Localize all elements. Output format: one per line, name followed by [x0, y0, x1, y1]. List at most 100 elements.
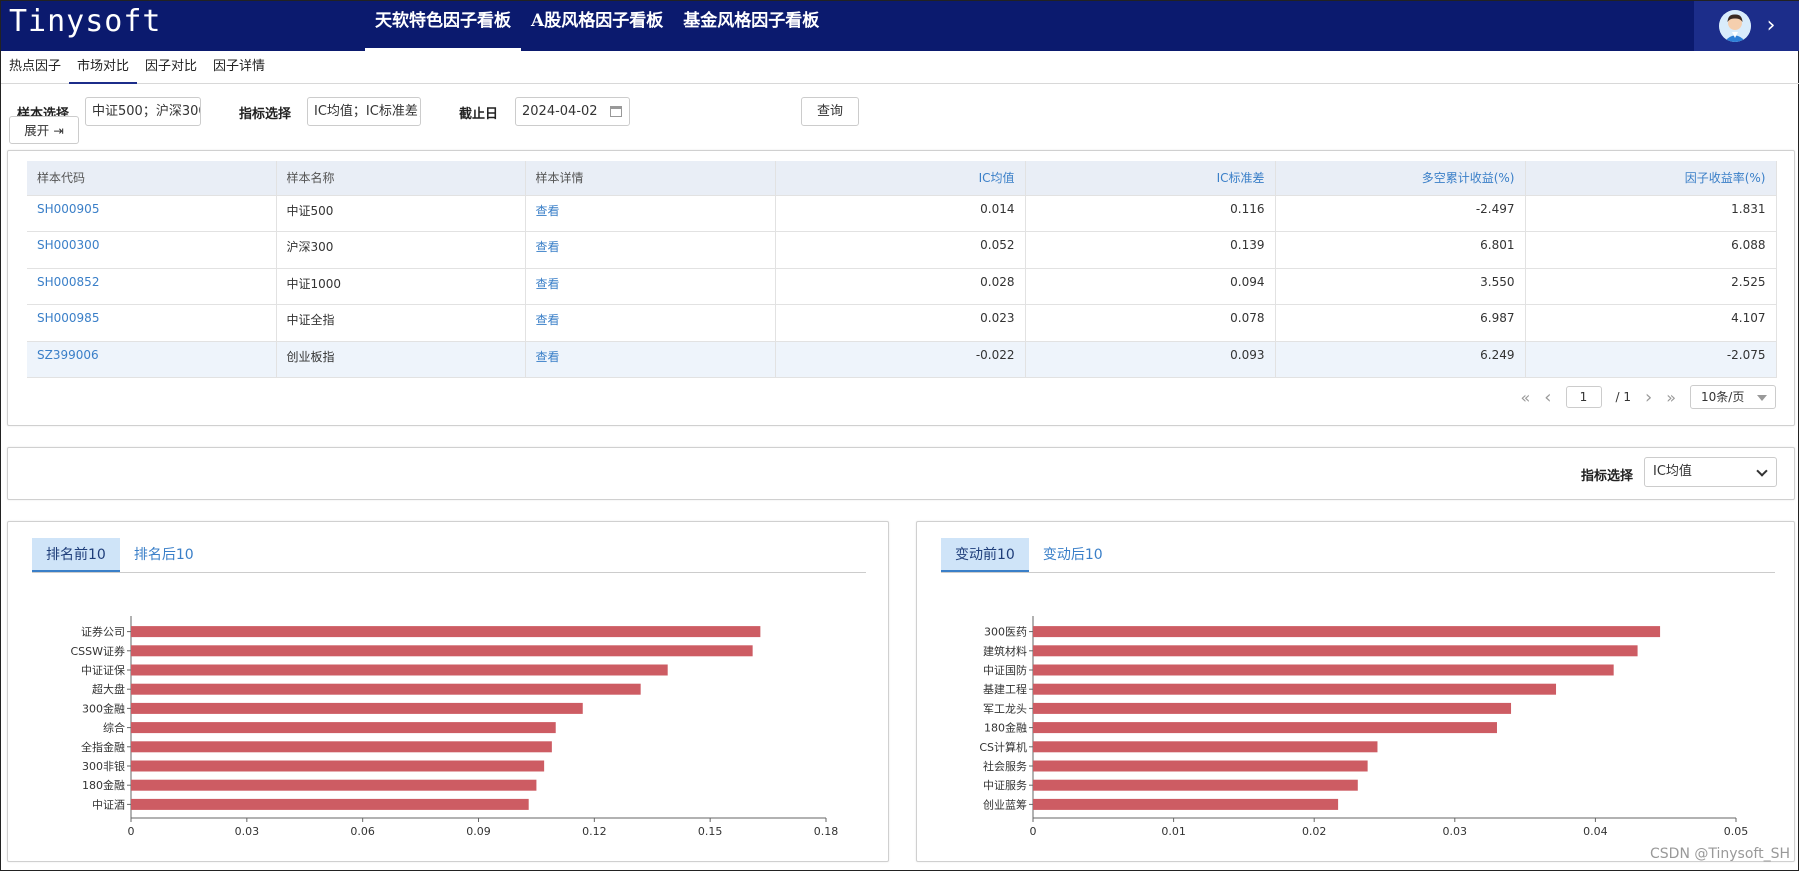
- bar: [1033, 626, 1661, 638]
- x-tick-label: 0.05: [1724, 825, 1749, 838]
- page-number-input[interactable]: 1: [1565, 386, 1602, 408]
- y-tick-label: 中证服务: [983, 779, 1027, 792]
- x-tick-label: 0: [128, 825, 135, 838]
- user-avatar-icon: [1718, 10, 1751, 42]
- x-tick-label: 0.03: [235, 825, 260, 838]
- bar: [1033, 798, 1339, 810]
- y-tick-label: 180金融: [984, 721, 1027, 735]
- bar: [131, 626, 761, 638]
- bar: [131, 664, 668, 676]
- long-short-cell: 6.987: [1275, 304, 1526, 342]
- sample-name: 创业板指: [276, 341, 526, 379]
- ic-mean-cell: 0.014: [775, 195, 1026, 233]
- tab-factor-compare[interactable]: 因子对比: [145, 59, 198, 74]
- indicator2-label: 指标选择: [1581, 469, 1634, 484]
- y-tick-label: 180金融: [82, 778, 125, 792]
- bar: [131, 741, 552, 753]
- tab-rank-bottom10[interactable]: 排名后10: [133, 547, 194, 563]
- filter-bar: 样本选择 中证500；沪深300；中证1000；中证全指；创业板指 展开 ⇥ 指…: [1, 84, 1799, 149]
- sample-code-link[interactable]: SH000905: [27, 195, 277, 233]
- bar: [1033, 702, 1512, 714]
- header-factor-return[interactable]: 因子收益率(%): [1525, 161, 1777, 196]
- y-tick-label: 创业蓝筹: [983, 797, 1027, 811]
- x-tick-label: 0.06: [350, 825, 375, 838]
- x-tick-label: 0.04: [1583, 825, 1608, 838]
- tab-factor-detail[interactable]: 因子详情: [213, 59, 266, 74]
- tab-rank-top10[interactable]: 排名前10: [32, 538, 120, 572]
- header-ic-std[interactable]: IC标准差: [1025, 161, 1276, 196]
- sample-name: 沪深300: [276, 231, 526, 269]
- sample-code-link[interactable]: SZ399006: [27, 341, 277, 379]
- ic-std-cell: 0.094: [1025, 268, 1276, 306]
- view-detail-link[interactable]: 查看: [525, 195, 776, 233]
- factor-return-cell: 1.831: [1525, 195, 1777, 233]
- bar: [1033, 683, 1557, 695]
- header-long-short-return[interactable]: 多空累计收益(%): [1275, 161, 1526, 196]
- query-button[interactable]: 查询: [801, 97, 859, 126]
- indicator2-value: IC均值: [1653, 464, 1692, 479]
- sample-select[interactable]: 中证500；沪深300；中证1000；中证全指；创业板指: [85, 97, 201, 126]
- table-row: SH000905 中证500 查看 0.014 0.116 -2.497 1.8…: [27, 195, 1777, 233]
- right-chart-tabs: 变动前10 变动后10: [941, 538, 1775, 573]
- top-bar: Tinysoft 天软特色因子看板 A股风格因子看板 基金风格因子看板 ›: [1, 1, 1799, 51]
- y-tick-label: 中证证保: [81, 663, 125, 677]
- y-tick-label: 军工龙头: [983, 702, 1027, 715]
- x-tick-label: 0: [1030, 825, 1037, 838]
- y-tick-label: 超大盘: [92, 682, 125, 696]
- y-tick-label: 建筑材料: [983, 644, 1027, 658]
- x-tick-label: 0.12: [582, 825, 607, 838]
- brand-logo[interactable]: Tinysoft: [9, 4, 162, 39]
- view-detail-link[interactable]: 查看: [525, 304, 776, 342]
- header-ic-mean[interactable]: IC均值: [775, 161, 1026, 196]
- top-nav-a-share-style[interactable]: A股风格因子看板: [531, 11, 664, 31]
- page-size-select[interactable]: 10条/页: [1690, 385, 1776, 409]
- avatar[interactable]: [1718, 10, 1751, 42]
- top-nav-fund-style[interactable]: 基金风格因子看板: [683, 11, 820, 31]
- right-chart-panel: 变动前10 变动后10 300医药 建筑材料 中证国防 基建工程 军工龙头 180金融 CS…: [916, 521, 1795, 862]
- y-tick-label: 证券公司: [81, 625, 125, 639]
- bar: [131, 798, 529, 810]
- tab-change-bottom10[interactable]: 变动后10: [1042, 547, 1103, 563]
- bar: [1033, 664, 1614, 676]
- y-tick-label: 300医药: [984, 626, 1027, 639]
- x-tick-label: 0.03: [1443, 825, 1468, 838]
- factor-return-cell: -2.075: [1525, 341, 1777, 379]
- sample-code-link[interactable]: SH000985: [27, 304, 277, 342]
- x-tick-label: 0.01: [1161, 825, 1186, 838]
- ic-mean-cell: 0.028: [775, 268, 1026, 306]
- view-detail-link[interactable]: 查看: [525, 231, 776, 269]
- sample-code-link[interactable]: SH000300: [27, 231, 277, 269]
- expand-button[interactable]: 展开 ⇥: [9, 116, 79, 144]
- x-tick-label: 0.02: [1302, 825, 1327, 838]
- chevron-down-icon: [1756, 465, 1768, 477]
- y-tick-label: 全指金融: [81, 740, 125, 754]
- ic-std-cell: 0.116: [1025, 195, 1276, 233]
- x-tick-label: 0.09: [466, 825, 491, 838]
- calendar-icon[interactable]: [610, 106, 622, 117]
- view-detail-link[interactable]: 查看: [525, 341, 776, 379]
- indicator2-select[interactable]: IC均值: [1644, 457, 1777, 487]
- date-input[interactable]: 2024-04-02: [515, 97, 630, 126]
- factor-return-cell: 4.107: [1525, 304, 1777, 342]
- sample-code-link[interactable]: SH000852: [27, 268, 277, 306]
- long-short-cell: 3.550: [1275, 268, 1526, 306]
- tab-change-top10[interactable]: 变动前10: [941, 538, 1029, 572]
- factor-return-cell: 6.088: [1525, 231, 1777, 269]
- bar: [1033, 779, 1358, 791]
- tab-market-compare[interactable]: 市场对比: [69, 51, 138, 84]
- first-page-icon[interactable]: «: [1520, 387, 1531, 407]
- tab-hot-factors[interactable]: 热点因子: [9, 59, 62, 74]
- indicator-select[interactable]: IC均值；IC标准差；多空累计收益；因子收益率: [307, 97, 421, 126]
- sub-tabs: 热点因子 市场对比 因子对比 因子详情: [1, 51, 1799, 84]
- x-tick-label: 0.15: [698, 825, 723, 838]
- ic-std-cell: 0.093: [1025, 341, 1276, 379]
- sample-name: 中证1000: [276, 268, 526, 306]
- next-page-icon[interactable]: ›: [1645, 386, 1653, 408]
- chevron-right-icon[interactable]: ›: [1766, 13, 1776, 38]
- ic-mean-cell: -0.022: [775, 341, 1026, 379]
- top-nav-tysoft-factors[interactable]: 天软特色因子看板: [365, 1, 521, 51]
- last-page-icon[interactable]: »: [1666, 387, 1676, 407]
- view-detail-link[interactable]: 查看: [525, 268, 776, 306]
- prev-page-icon[interactable]: ‹: [1544, 386, 1552, 408]
- ic-std-cell: 0.139: [1025, 231, 1276, 269]
